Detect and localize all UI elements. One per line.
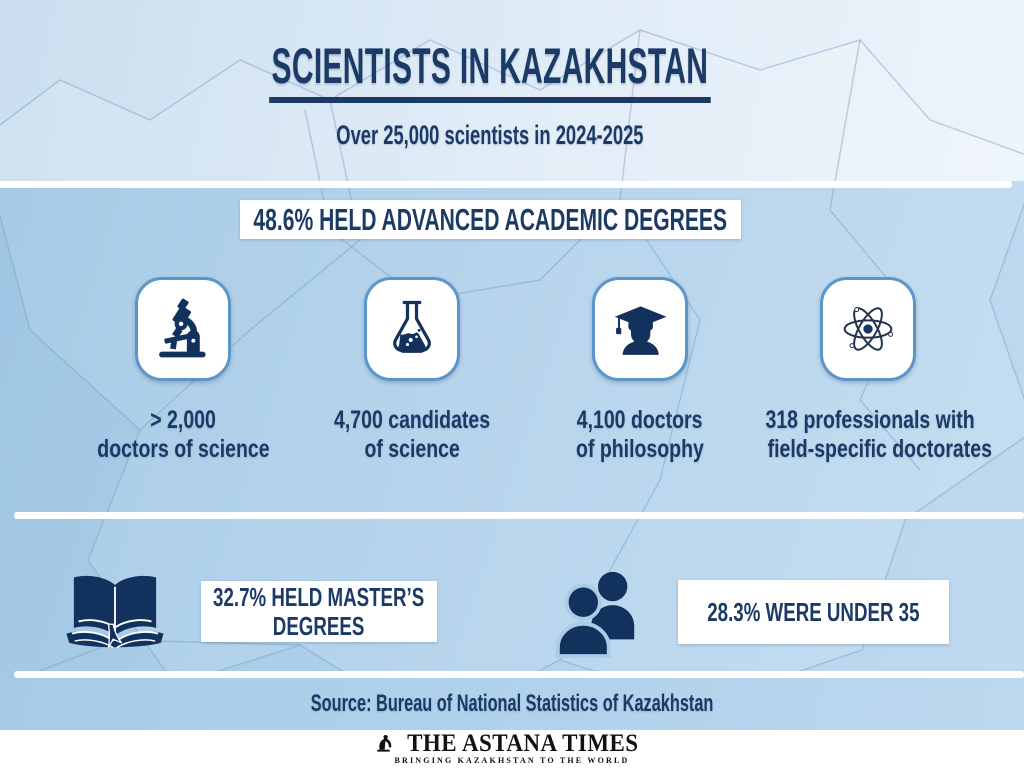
publisher-name: THE ASTANA TIMES [407,729,639,757]
section-divider-middle [14,512,1024,519]
publisher-footer: THE ASTANA TIMES BRINGING KAZAKHSTAN TO … [0,730,1024,768]
header-background-band [0,0,1024,181]
header: SCIENTISTS IN KAZAKHSTAN [0,40,980,103]
stat-field-specific-doctorates: 318 professionals with field-specific do… [736,277,1000,464]
section-divider-top [0,181,1012,188]
stat-label: > 2,000 doctors of science [96,406,270,463]
stat-doctors-of-philosophy: 4,100 doctors of philosophy [520,277,760,464]
source-band: Source: Bureau of National Statistics of… [0,678,1024,730]
astana-times-emblem-icon [377,735,392,752]
page-subtitle-wrap: Over 25,000 scientists in 2024-2025 [0,120,980,151]
stat-label: 4,700 candidates of science [333,406,491,463]
page-subtitle: Over 25,000 scientists in 2024-2025 [336,120,644,150]
section-divider-bottom [14,671,1024,678]
stat-doctors-of-science: > 2,000 doctors of science [63,277,303,464]
advanced-degrees-banner: 48.6% HELD ADVANCED ACADEMIC DEGREES [240,200,741,239]
stat-label: 318 professionals with field-specific do… [765,406,992,463]
source-text: Source: Bureau of National Statistics of… [310,690,714,717]
microscope-icon [159,298,206,358]
page-title: SCIENTISTS IN KAZAKHSTAN [269,40,711,103]
people-icon [555,571,635,659]
publisher-logo: THE ASTANA TIMES [375,729,649,757]
atom-icon [843,307,894,351]
stat-candidates-of-science: 4,700 candidates of science [292,277,532,464]
publisher-tagline: BRINGING KAZAKHSTAN TO THE WORLD [394,755,630,765]
stat-label: 4,100 doctors of philosophy [576,406,704,463]
under-35-box: 28.3% WERE UNDER 35 [678,580,949,644]
icon-card [364,277,460,381]
icon-card [592,277,688,381]
masters-degrees-box: 32.7% HELD MASTER’S DEGREES [201,581,437,642]
icon-card [135,277,231,381]
icon-card [820,277,916,381]
flask-icon [393,300,431,353]
graduate-icon [614,306,667,355]
advanced-degrees-banner-text: 48.6% HELD ADVANCED ACADEMIC DEGREES [253,201,728,237]
open-book-icon [66,575,164,649]
